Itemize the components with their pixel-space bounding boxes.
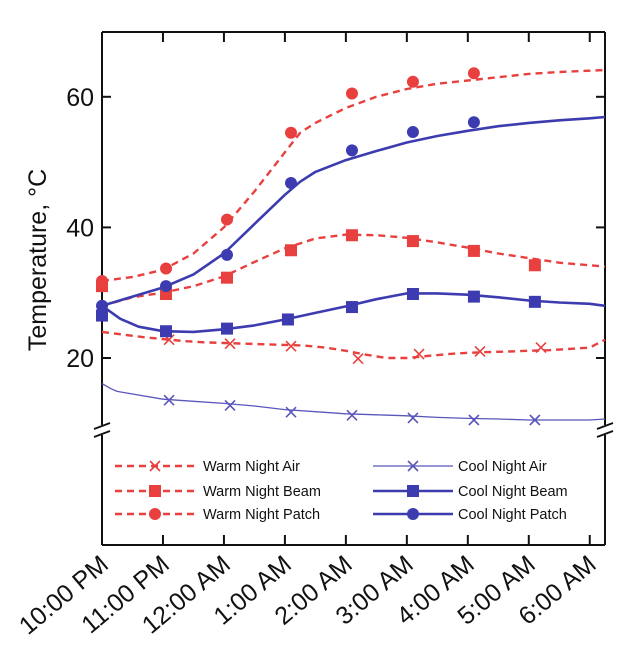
legend-label: Warm Night Beam: [203, 484, 321, 500]
series-marker: [468, 414, 480, 426]
axis-break-mark: [93, 422, 111, 430]
series-marker: [96, 309, 108, 322]
series-line: [101, 233, 606, 307]
series-marker: [285, 126, 298, 139]
series-warm-night-patch: [96, 67, 606, 287]
series-layer: [96, 67, 606, 426]
y-tick-label: 40: [66, 214, 94, 242]
legend-label: Cool Night Beam: [458, 484, 568, 500]
series-marker: [406, 126, 419, 139]
series-marker: [163, 394, 175, 406]
axis-break-mark: [596, 430, 614, 438]
legend-marker: [407, 485, 419, 497]
series-marker: [281, 313, 294, 326]
series-marker: [220, 248, 233, 261]
series-marker: [224, 399, 236, 412]
series-marker: [352, 353, 364, 365]
series-marker: [220, 213, 233, 226]
series-line: [101, 383, 606, 421]
series-line: [101, 330, 606, 360]
series-marker: [160, 280, 173, 293]
series-marker: [160, 325, 173, 338]
series-marker: [467, 116, 480, 129]
series-marker: [406, 235, 419, 248]
series-marker: [96, 299, 108, 312]
series-marker: [467, 290, 480, 303]
series-warm-night-air: [101, 330, 606, 365]
series-marker: [285, 340, 297, 352]
legend: Warm Night Air Warm Night Beam Warm Night …: [115, 459, 568, 523]
legend-marker: [149, 508, 161, 520]
series-marker: [528, 259, 541, 272]
legend-label: Warm Night Air: [203, 459, 300, 475]
series-marker: [345, 87, 358, 100]
series-marker: [406, 288, 419, 301]
series-marker: [413, 348, 425, 360]
series-marker: [528, 295, 541, 308]
axis-break-mark: [93, 430, 111, 438]
legend-label: Cool Night Air: [458, 459, 547, 475]
series-marker: [535, 341, 547, 354]
series-marker: [345, 229, 358, 242]
series-marker: [220, 322, 233, 335]
series-marker: [467, 244, 480, 257]
y-axis-title: Temperature, °C: [24, 169, 52, 351]
y-axis-ticks: 20 40 60: [66, 84, 605, 373]
legend-marker: [407, 508, 419, 520]
series-cool-night-beam: [96, 288, 606, 338]
series-line: [101, 68, 606, 283]
series-line: [101, 115, 606, 308]
series-marker: [407, 412, 419, 424]
legend-marker: [149, 460, 161, 472]
series-marker: [224, 338, 236, 350]
legend-marker: [407, 460, 419, 472]
series-marker: [467, 67, 480, 80]
series-marker: [474, 345, 486, 358]
series-marker: [285, 176, 298, 189]
legend-marker: [149, 485, 161, 497]
y-tick-label: 60: [66, 84, 94, 112]
legend-label: Warm Night Patch: [203, 507, 320, 523]
axis-break-mark: [596, 422, 614, 430]
legend-label: Cool Night Patch: [458, 507, 567, 523]
series-marker: [220, 271, 233, 284]
series-marker: [406, 75, 419, 88]
series-marker: [345, 301, 358, 314]
series-marker: [285, 406, 297, 418]
series-marker: [285, 244, 298, 257]
series-cool-night-air: [101, 383, 606, 426]
series-marker: [96, 274, 108, 287]
series-marker: [346, 409, 358, 421]
series-cool-night-patch: [96, 115, 606, 312]
series-marker: [529, 414, 541, 426]
series-warm-night-beam: [96, 229, 606, 307]
series-marker: [160, 262, 173, 275]
series-marker: [345, 144, 358, 157]
y-tick-label: 20: [66, 345, 94, 373]
